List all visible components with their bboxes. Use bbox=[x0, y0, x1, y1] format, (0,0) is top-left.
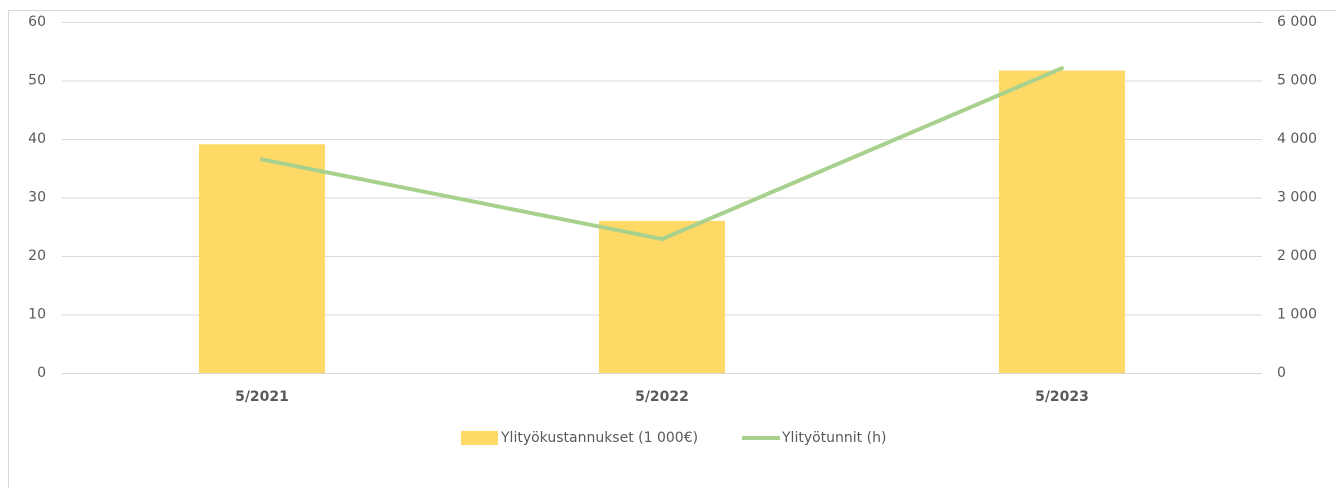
x-tick-label: 5/2023 bbox=[1035, 389, 1089, 405]
y-tick-label: 20 bbox=[28, 248, 46, 264]
x-tick-label: 5/2021 bbox=[235, 389, 289, 405]
line bbox=[262, 68, 1062, 239]
bar bbox=[199, 144, 325, 373]
y-tick-label: 60 bbox=[28, 14, 46, 30]
y-tick-label: 10 bbox=[28, 307, 46, 323]
y2-tick-label: 1 000 bbox=[1277, 307, 1317, 323]
y2-tick-label: 5 000 bbox=[1277, 73, 1317, 89]
legend-swatch bbox=[461, 431, 498, 445]
y2-tick-label: 6 000 bbox=[1277, 14, 1317, 30]
y-tick-label: 30 bbox=[28, 190, 46, 206]
y-tick-label: 0 bbox=[37, 365, 46, 381]
y-tick-label: 50 bbox=[28, 73, 46, 89]
y2-tick-label: 4 000 bbox=[1277, 131, 1317, 147]
y2-tick-label: 2 000 bbox=[1277, 248, 1317, 264]
legend-label: Ylityötunnit (h) bbox=[781, 430, 886, 446]
bar bbox=[999, 71, 1125, 373]
bar bbox=[599, 221, 725, 373]
y-tick-label: 40 bbox=[28, 131, 46, 147]
y2-tick-label: 0 bbox=[1277, 365, 1286, 381]
x-tick-label: 5/2022 bbox=[635, 389, 689, 405]
legend-label: Ylityökustannukset (1 000€) bbox=[500, 430, 698, 446]
y2-tick-label: 3 000 bbox=[1277, 190, 1317, 206]
